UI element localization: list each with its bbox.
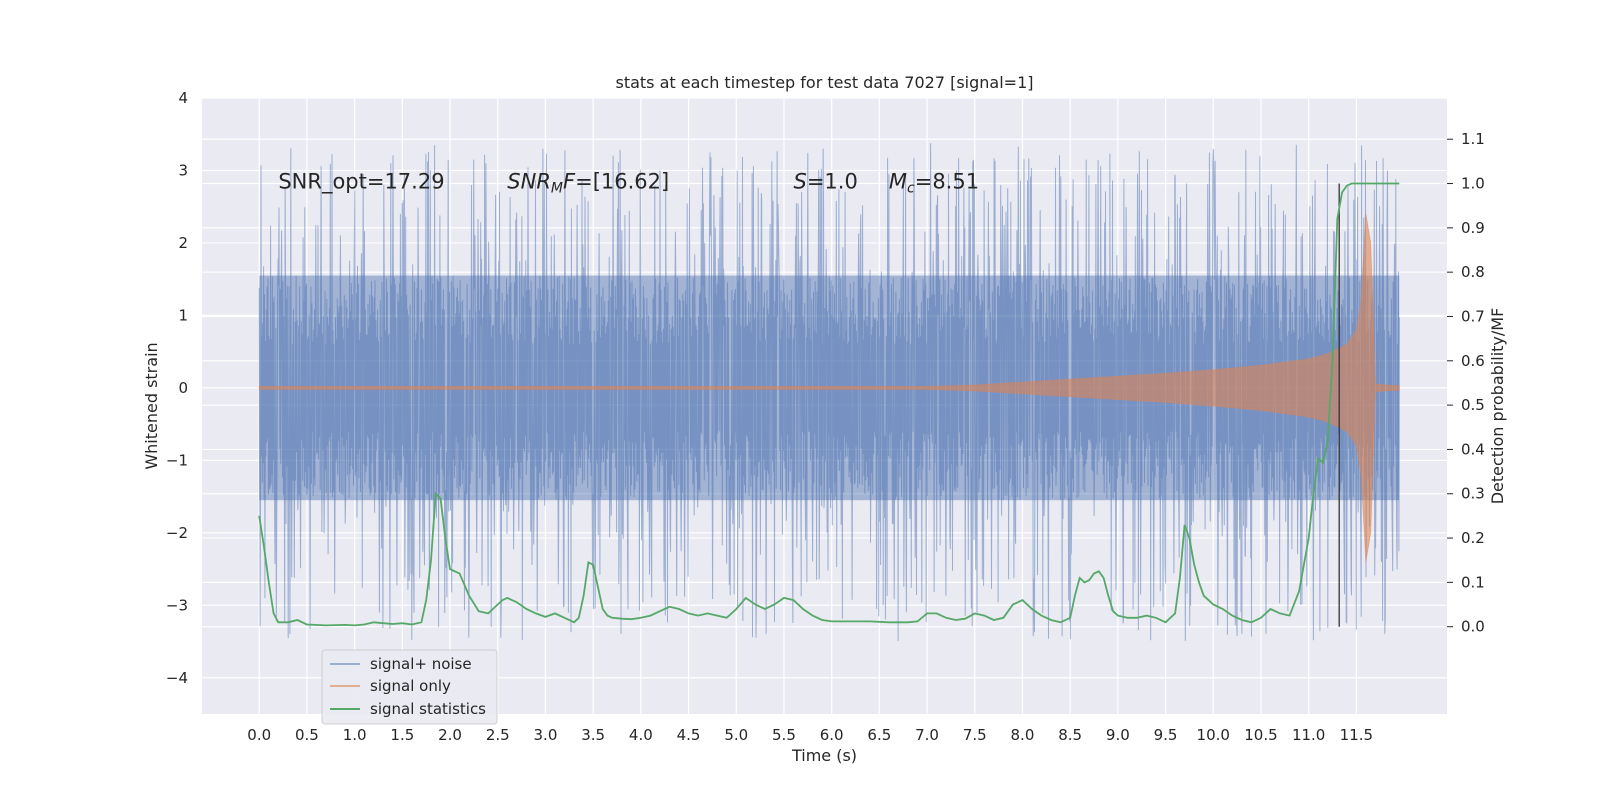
y-right-tick-label: 0.6 (1461, 352, 1485, 370)
x-tick-label: 4.5 (677, 726, 701, 744)
x-tick-label: 1.5 (390, 726, 414, 744)
x-tick-label: 5.0 (724, 726, 748, 744)
series-signal-statistics-line (258, 182, 1400, 627)
x-tick-label: 4.0 (629, 726, 653, 744)
y-right-tick-label: 0.4 (1461, 440, 1485, 458)
annotations: SNR_opt=17.29 SNRMF=[16.62] S=1.0 Mc=8.51 (278, 170, 979, 197)
x-axis: 0.0 0.5 1.0 1.5 2.0 2.5 3.0 3.5 4.0 4.5 5.0 5.5 6.0 6… (247, 726, 1373, 744)
y-axis-right: 1.1 1.0 0.9 0.8 0.7 0.6 0.5 0.4 0.3 0.2 0.1 0.0 (1447, 130, 1485, 636)
y-right-tick-label: 0.9 (1461, 219, 1485, 237)
y-left-tick-label: 1 (178, 306, 188, 324)
y-right-tick-label: 0.3 (1461, 485, 1485, 503)
annotation-snr_mf: SNRMF=[16.62] (507, 170, 669, 197)
y-left-tick-label: 0 (178, 379, 188, 397)
x-tick-label: 2.5 (486, 726, 510, 744)
x-tick-label: 7.5 (963, 726, 987, 744)
y-left-tick-label: −2 (166, 524, 188, 542)
legend-box (321, 649, 498, 725)
y-left-tick-label: −3 (166, 596, 188, 614)
y-right-tick-label: 0.8 (1461, 263, 1485, 281)
x-axis-label: Time (s) (791, 746, 857, 765)
y-right-tick-label: 0.1 (1461, 573, 1485, 591)
y-axis-right-label: Detection probability/MF (1488, 308, 1507, 505)
x-tick-label: 0.5 (295, 726, 319, 744)
x-tick-label: 7.0 (915, 726, 939, 744)
legend-label-stats: signal statistics (370, 700, 486, 718)
y-axis-left: 4 3 2 1 0 −1 −2 −3 −4 (166, 89, 188, 687)
x-tick-label: 8.0 (1011, 726, 1035, 744)
x-tick-label: 3.0 (534, 726, 558, 744)
series-signal-noise-line (258, 143, 1400, 641)
y-left-tick-label: −4 (166, 669, 188, 687)
x-tick-label: 8.5 (1058, 726, 1082, 744)
legend: signal+ noise signal only signal statist… (321, 649, 498, 725)
annotation-snr_opt: SNR_opt=17.29 (278, 170, 444, 195)
x-tick-label: 9.5 (1154, 726, 1178, 744)
annotation-mc: Mc=8.51 (889, 170, 979, 197)
x-tick-label: 11.5 (1340, 726, 1373, 744)
x-tick-label: 6.0 (820, 726, 844, 744)
chart-title: stats at each timestep for test data 702… (615, 73, 1033, 92)
y-left-tick-label: −1 (166, 451, 188, 469)
x-tick-label: 5.5 (772, 726, 796, 744)
y-left-tick-label: 3 (178, 161, 188, 179)
y-left-tick-label: 4 (178, 89, 188, 107)
x-tick-label: 1.0 (343, 726, 367, 744)
y-right-tick-label: 0.7 (1461, 307, 1485, 325)
x-tick-label: 11.0 (1292, 726, 1325, 744)
y-right-tick-label: 0.2 (1461, 529, 1485, 547)
x-tick-label: 0.0 (247, 726, 271, 744)
y-right-tick-label: 1.1 (1461, 130, 1485, 148)
y-left-tick-label: 2 (178, 234, 188, 252)
series-layer (258, 143, 1400, 641)
x-tick-label: 3.5 (581, 726, 605, 744)
annotation-s: S=1.0 (793, 170, 857, 194)
x-tick-label: 6.5 (867, 726, 891, 744)
y-right-tick-label: 0.0 (1461, 618, 1485, 636)
y-right-tick-label: 0.5 (1461, 396, 1485, 414)
x-tick-label: 9.0 (1106, 726, 1130, 744)
x-tick-label: 2.0 (438, 726, 462, 744)
x-tick-label: 10.0 (1197, 726, 1230, 744)
legend-label-noise: signal+ noise (370, 655, 472, 673)
y-axis-left-label: Whitened strain (142, 342, 161, 469)
legend-label-signal: signal only (370, 677, 451, 695)
series-signal-only-area (258, 213, 1400, 562)
x-tick-label: 10.5 (1244, 726, 1277, 744)
y-right-tick-label: 1.0 (1461, 175, 1485, 193)
